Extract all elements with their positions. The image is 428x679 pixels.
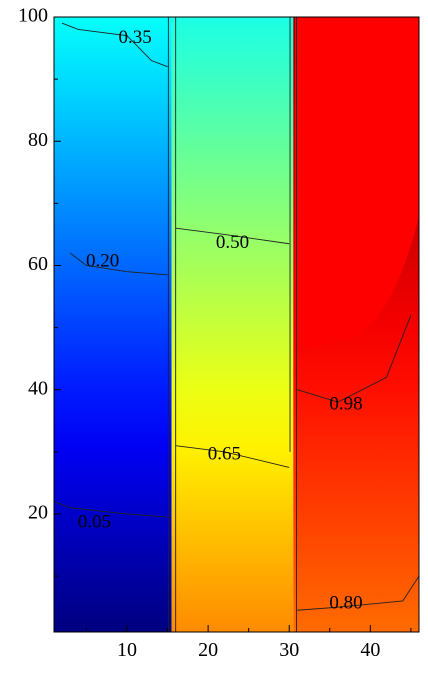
x-tick-label: 20 xyxy=(198,639,218,661)
contour-line xyxy=(69,252,168,276)
contour-label: 0.80 xyxy=(329,592,362,613)
y-tick-label: 80 xyxy=(28,129,48,151)
y-tick-label: 60 xyxy=(28,253,48,275)
y-tick-label: 100 xyxy=(18,5,48,27)
y-tick-label: 40 xyxy=(28,377,48,399)
region-left xyxy=(54,17,172,632)
x-tick-label: 40 xyxy=(360,639,380,661)
x-tick-label: 10 xyxy=(117,639,137,661)
contour-line xyxy=(61,22,168,68)
y-tick-label: 20 xyxy=(28,502,48,524)
plot-frame xyxy=(53,16,420,633)
contour-line xyxy=(175,445,290,468)
contour-label: 0.50 xyxy=(216,232,249,253)
contour-label: 0.98 xyxy=(329,394,362,415)
contour-label: 0.65 xyxy=(208,443,241,464)
contour-label: 0.35 xyxy=(118,27,151,48)
contour-label: 0.20 xyxy=(86,251,119,272)
x-tick-label: 30 xyxy=(279,639,299,661)
contour-line xyxy=(54,501,168,518)
contour-line xyxy=(297,315,412,403)
contour-label: 0.05 xyxy=(78,512,111,533)
contour-line xyxy=(175,227,290,245)
saturated-region xyxy=(294,17,419,353)
region-middle xyxy=(171,17,294,632)
contour-line xyxy=(297,575,419,611)
